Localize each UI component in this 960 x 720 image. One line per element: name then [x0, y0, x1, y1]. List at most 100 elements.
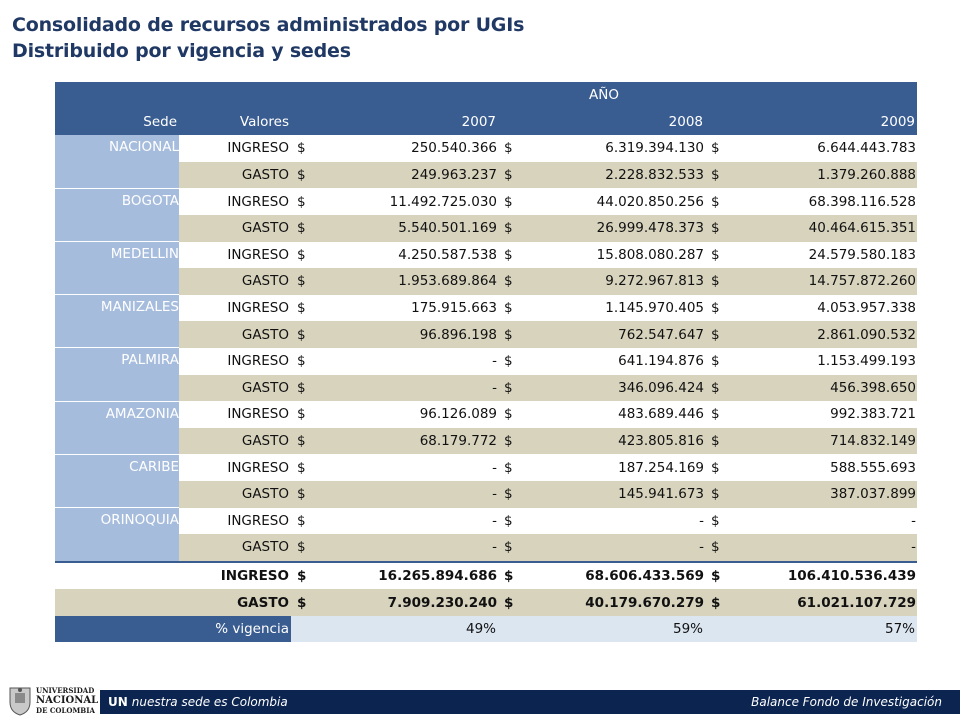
currency-symbol: $	[711, 326, 720, 343]
currency-symbol: $	[711, 433, 720, 450]
amount-cell: $483.689.446	[498, 401, 705, 428]
amount-value: 1.153.499.193	[817, 353, 916, 370]
logo-text-line-1: UNIVERSIDAD	[36, 686, 95, 695]
currency-symbol: $	[711, 300, 720, 317]
col-header-year: 2009	[705, 108, 917, 136]
amount-cell: $24.579.580.183	[705, 242, 917, 269]
amount-value: 106.410.536.439	[787, 567, 916, 584]
valores-label: INGRESO	[227, 246, 289, 263]
currency-symbol: $	[297, 433, 306, 450]
amount-cell: $15.808.080.287	[498, 242, 705, 269]
amount-value: 145.941.673	[618, 486, 704, 503]
sede-label: MANIZALES	[55, 294, 179, 349]
year-group-header: AÑO	[291, 82, 917, 109]
amount-value: 483.689.446	[618, 406, 704, 423]
footer-brand-text: nuestra sede es Colombia	[131, 695, 288, 709]
sede-label: ORINOQUIA	[55, 507, 179, 563]
currency-symbol: $	[297, 273, 306, 290]
table-row-gasto: GASTO $96.896.198 $762.547.647 $2.861.090.5…	[55, 321, 917, 348]
amount-value: 24.579.580.183	[808, 246, 916, 263]
amount-value: 9.272.967.813	[605, 273, 704, 290]
currency-symbol: $	[504, 326, 513, 343]
currency-symbol: $	[504, 140, 513, 157]
currency-symbol: $	[297, 140, 306, 157]
amount-value: -	[492, 486, 497, 503]
table-row-gasto: GASTO $249.963.237 $2.228.832.533 $1.379.26…	[55, 161, 917, 189]
amount-value: 5.540.501.169	[398, 220, 497, 237]
percent-value: 59%	[498, 615, 705, 643]
valores-label: INGRESO	[227, 300, 289, 317]
amount-value: 175.915.663	[411, 300, 497, 317]
valores-label: GASTO	[179, 161, 291, 189]
amount-cell: $ -	[291, 534, 498, 562]
sede-label: BOGOTA	[55, 188, 179, 243]
currency-symbol: $	[297, 326, 306, 343]
header-row-columns: Sede Valores 2007 2008 2009	[55, 108, 917, 136]
table-row-ingreso: PALMIRA INGRESO $ - $641.194.876 $1.153.499.1…	[55, 347, 917, 402]
currency-symbol: $	[504, 353, 513, 370]
currency-symbol: $	[711, 379, 720, 396]
logo-text-line-2: NACIONAL	[36, 695, 99, 706]
valores-label: GASTO	[179, 268, 291, 295]
amount-cell: $96.896.198	[291, 321, 498, 348]
amount-value: 1.145.970.405	[605, 300, 704, 317]
amount-cell: $387.037.899	[705, 480, 917, 508]
amount-cell: $175.915.663	[291, 295, 498, 322]
currency-symbol: $	[711, 406, 720, 423]
currency-symbol: $	[711, 246, 720, 263]
table-row-ingreso: MEDELLIN INGRESO $4.250.587.538 $15.808.080…	[55, 241, 917, 296]
currency-symbol: $	[504, 594, 514, 611]
amount-value: 96.126.089	[419, 406, 497, 423]
amount-cell: $187.254.169	[498, 454, 705, 481]
amount-value: 26.999.478.373	[596, 220, 704, 237]
total-label: GASTO	[179, 589, 291, 616]
currency-symbol: $	[711, 220, 720, 237]
amount-cell: $5.540.501.169	[291, 214, 498, 242]
amount-cell: $68.179.772	[291, 427, 498, 455]
amount-cell: $1.145.970.405	[498, 295, 705, 322]
amount-cell: $ -	[498, 534, 705, 562]
col-header-year: 2008	[498, 108, 705, 136]
currency-symbol: $	[711, 512, 720, 529]
slide-title: Consolidado de recursos administrados po…	[12, 12, 524, 64]
total-label: INGRESO	[179, 560, 291, 590]
valores-label: INGRESO	[227, 140, 289, 157]
amount-cell: $16.265.894.686	[291, 560, 498, 590]
table-row-ingreso: NACIONAL INGRESO $250.540.366 $6.319.394.13…	[55, 135, 917, 189]
amount-value: 4.250.587.538	[398, 246, 497, 263]
currency-symbol: $	[504, 379, 513, 396]
amount-value: 250.540.366	[411, 140, 497, 157]
footer-right-text: Balance Fondo de Investigación	[751, 695, 942, 709]
amount-cell: $423.805.816	[498, 427, 705, 455]
currency-symbol: $	[504, 273, 513, 290]
amount-value: 11.492.725.030	[389, 193, 497, 210]
amount-value: 714.832.149	[830, 433, 916, 450]
amount-cell: $96.126.089	[291, 401, 498, 428]
amount-value: -	[911, 539, 916, 556]
footer-brand-bold: UN	[108, 695, 128, 709]
amount-cell: $68.606.433.569	[498, 560, 705, 590]
valores-label: GASTO	[179, 534, 291, 562]
amount-value: 16.265.894.686	[378, 567, 497, 584]
amount-cell: $40.179.670.279	[498, 589, 705, 616]
table-row-gasto: GASTO $ - $346.096.424 $456.398.650	[55, 374, 917, 402]
amount-cell: $6.644.443.783	[705, 135, 917, 162]
title-line-2: Distribuido por vigencia y sedes	[12, 40, 351, 62]
amount-value: 14.757.872.260	[808, 273, 916, 290]
amount-cell: $992.383.721	[705, 401, 917, 428]
sede-label: CARIBE	[55, 454, 179, 509]
amount-cell: $ -	[291, 508, 498, 535]
currency-symbol: $	[297, 353, 306, 370]
resources-table: AÑO Sede Valores 2007 2008 2009 NACIONAL…	[55, 82, 917, 643]
amount-value: 1.379.260.888	[817, 167, 916, 184]
amount-cell: $ -	[705, 508, 917, 535]
currency-symbol: $	[297, 567, 307, 584]
currency-symbol: $	[504, 300, 513, 317]
header-row-year: AÑO	[55, 82, 917, 109]
valores-label: INGRESO	[227, 193, 289, 210]
valores-label: GASTO	[179, 321, 291, 348]
amount-value: 641.194.876	[618, 353, 704, 370]
table-row-ingreso: BOGOTA INGRESO $11.492.725.030 $44.020.850.…	[55, 188, 917, 243]
table-row-gasto: GASTO $1.953.689.864 $9.272.967.813 $14.757…	[55, 268, 917, 295]
amount-cell: $ -	[498, 508, 705, 535]
